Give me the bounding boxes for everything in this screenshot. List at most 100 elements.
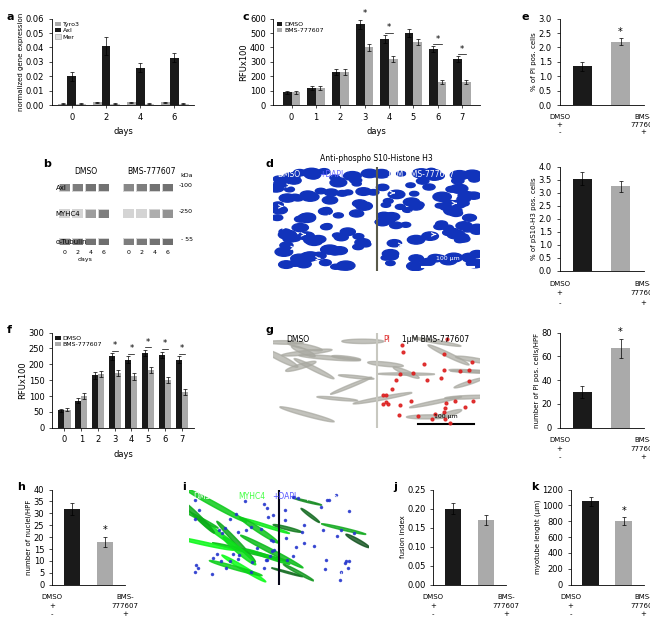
Text: DMSO: DMSO (75, 167, 98, 176)
Circle shape (444, 258, 454, 262)
Circle shape (426, 169, 436, 174)
Text: +: + (567, 603, 574, 609)
Text: DMSO: DMSO (549, 437, 570, 443)
Text: days: days (77, 258, 92, 262)
Bar (72, 238, 83, 245)
Circle shape (333, 233, 342, 238)
Circle shape (337, 261, 355, 270)
Circle shape (300, 213, 315, 221)
Circle shape (304, 236, 318, 244)
Polygon shape (428, 345, 469, 365)
Circle shape (368, 190, 379, 195)
Circle shape (298, 254, 313, 262)
Bar (611, 187, 630, 271)
Circle shape (433, 192, 451, 202)
Circle shape (444, 200, 456, 206)
Bar (109, 356, 114, 428)
Circle shape (302, 169, 320, 177)
Circle shape (332, 178, 346, 185)
Bar (114, 373, 121, 428)
Circle shape (423, 184, 435, 190)
Circle shape (426, 172, 439, 179)
Text: PI: PI (383, 335, 390, 345)
Polygon shape (209, 560, 262, 576)
Bar (98, 209, 109, 218)
Circle shape (322, 208, 332, 212)
Text: Anti-phospho S10-Histone H3: Anti-phospho S10-Histone H3 (320, 154, 433, 163)
Circle shape (389, 222, 402, 228)
Text: -: - (432, 611, 434, 617)
Polygon shape (197, 518, 240, 550)
Circle shape (439, 202, 457, 211)
Circle shape (458, 201, 469, 206)
Circle shape (450, 170, 469, 180)
Circle shape (373, 169, 390, 178)
Bar (85, 183, 96, 192)
Text: *: * (112, 341, 117, 350)
Bar (170, 58, 179, 105)
Text: 4: 4 (153, 250, 157, 255)
Circle shape (279, 229, 291, 234)
Bar (616, 521, 632, 585)
Text: DMSO: DMSO (422, 594, 444, 600)
Bar (85, 238, 96, 245)
Text: BMS-777607: BMS-777607 (127, 167, 176, 176)
Y-axis label: number of PI pos. cells/HPF: number of PI pos. cells/HPF (534, 333, 540, 428)
Circle shape (305, 171, 320, 179)
Text: *: * (387, 23, 391, 32)
Circle shape (287, 234, 301, 241)
Text: DMSO: DMSO (549, 281, 570, 287)
Circle shape (463, 170, 481, 179)
Circle shape (382, 216, 395, 223)
Circle shape (447, 230, 465, 239)
Circle shape (406, 183, 415, 188)
Circle shape (355, 239, 370, 246)
Text: +: + (49, 603, 55, 609)
Circle shape (448, 228, 459, 233)
Circle shape (427, 170, 441, 177)
Text: α-Tubulin: α-Tubulin (55, 239, 87, 244)
Text: +: + (556, 121, 562, 128)
Bar (123, 183, 134, 192)
Circle shape (388, 190, 405, 198)
Polygon shape (332, 356, 361, 360)
Text: +: + (640, 454, 647, 460)
Polygon shape (353, 392, 412, 404)
Text: DMSO: DMSO (549, 114, 570, 120)
Circle shape (353, 234, 364, 239)
Circle shape (318, 169, 330, 174)
Circle shape (272, 215, 283, 221)
Circle shape (426, 172, 442, 180)
Bar (365, 47, 373, 105)
Text: j: j (393, 482, 397, 492)
Circle shape (318, 208, 332, 215)
Circle shape (458, 192, 474, 199)
Circle shape (292, 257, 304, 263)
Polygon shape (342, 339, 384, 343)
Bar (163, 239, 173, 245)
Text: 0: 0 (62, 250, 66, 255)
Circle shape (320, 259, 332, 266)
Text: *: * (162, 339, 167, 348)
Text: +: + (640, 300, 647, 306)
Circle shape (466, 259, 484, 268)
Circle shape (330, 175, 340, 180)
Circle shape (287, 177, 301, 184)
Polygon shape (406, 415, 449, 419)
Polygon shape (222, 555, 266, 582)
Circle shape (356, 188, 371, 195)
Text: k: k (530, 482, 538, 492)
Polygon shape (273, 524, 302, 532)
Circle shape (434, 224, 445, 230)
Circle shape (463, 228, 473, 232)
Circle shape (463, 214, 476, 221)
Bar (127, 102, 136, 105)
Circle shape (291, 254, 308, 263)
Bar (150, 184, 160, 192)
Polygon shape (378, 373, 435, 375)
Polygon shape (283, 564, 314, 581)
Circle shape (446, 187, 458, 192)
Text: BMS-: BMS- (497, 594, 515, 600)
Circle shape (300, 191, 315, 198)
Circle shape (450, 200, 466, 208)
